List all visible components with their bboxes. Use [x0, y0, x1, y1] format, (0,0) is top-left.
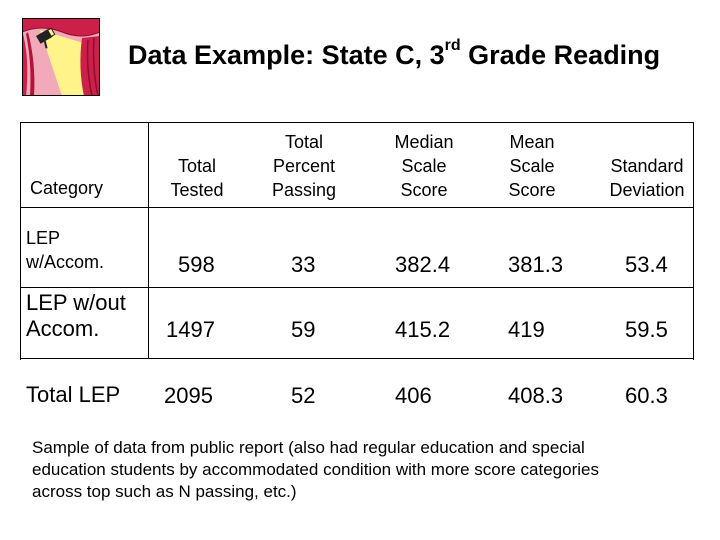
cell-total-tested: 1497 — [166, 317, 215, 342]
header-median-scale-score: Median Scale Score — [394, 132, 454, 200]
header-mean-scale-score: Mean Scale Score — [508, 132, 556, 200]
header-standard-deviation: Standard Deviation — [609, 156, 685, 200]
header-category: Category — [30, 178, 104, 198]
row-category: LEP w/out Accom. — [26, 290, 126, 341]
row-category: LEP w/Accom. — [26, 228, 105, 272]
cell-total-tested: 598 — [178, 252, 215, 277]
cell-standard-deviation: 53.4 — [625, 252, 668, 277]
cell-mean-scale-score: 381.3 — [508, 252, 564, 277]
theater-curtain-spotlight-icon — [22, 18, 100, 96]
header-total-tested: Total Tested — [170, 156, 224, 200]
footnote: Sample of data from public report (also … — [32, 438, 599, 501]
header-total-percent-passing: Total Percent Passing — [271, 132, 337, 200]
cell-total-percent-passing: 59 — [291, 317, 316, 342]
cell-median-scale-score: 406 — [395, 383, 432, 408]
cell-standard-deviation: 60.3 — [625, 383, 668, 408]
category-column-divider — [148, 122, 149, 359]
header-divider — [20, 207, 693, 208]
slide-title: Data Example: State C, 3rd Grade Reading — [128, 37, 661, 70]
cell-total-percent-passing: 52 — [291, 383, 316, 408]
cell-mean-scale-score: 419 — [508, 317, 545, 342]
cell-total-percent-passing: 33 — [291, 252, 316, 277]
row-divider — [20, 287, 693, 288]
cell-total-tested: 2095 — [164, 383, 213, 408]
table-frame — [20, 122, 694, 360]
cell-median-scale-score: 382.4 — [395, 252, 451, 277]
row-category: Total LEP — [26, 382, 121, 407]
row-divider — [20, 358, 693, 359]
cell-median-scale-score: 415.2 — [395, 317, 451, 342]
cell-standard-deviation: 59.5 — [625, 317, 668, 342]
cell-mean-scale-score: 408.3 — [508, 383, 564, 408]
